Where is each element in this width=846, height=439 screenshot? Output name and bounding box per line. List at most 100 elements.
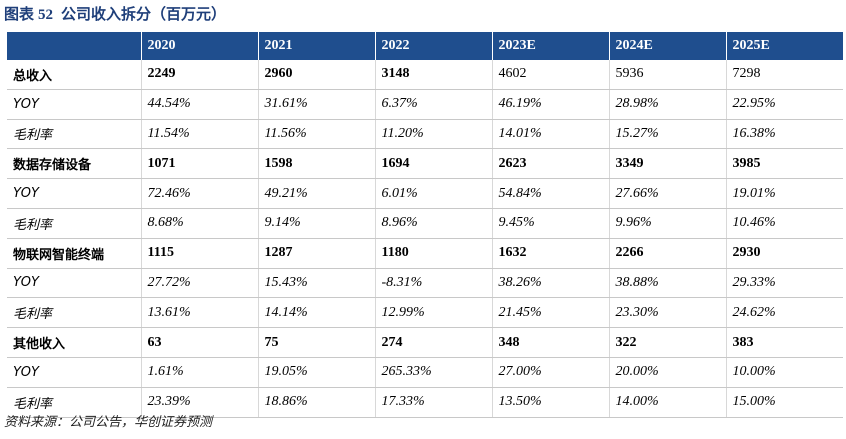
- table-cell: 6.01%: [374, 178, 492, 209]
- table-cell: 18.86%: [257, 387, 375, 418]
- table-cell: 11.54%: [140, 119, 258, 150]
- table-cell: 14.14%: [257, 297, 375, 329]
- table-header-row: 2020 2021 2022 2023E 2024E 2025E: [7, 32, 843, 60]
- table-cell: 265.33%: [374, 357, 492, 388]
- table-cell: 10.00%: [725, 357, 843, 388]
- table-cell: 15.00%: [725, 387, 843, 418]
- table-cell: 11.20%: [374, 119, 492, 150]
- table-cell: 15.27%: [608, 119, 726, 150]
- row-label: 总收入: [7, 60, 141, 90]
- table-row: 毛利率 8.68% 9.14% 8.96% 9.45% 9.96% 10.46%: [7, 208, 843, 239]
- table-cell: 1180: [374, 238, 492, 269]
- table-row: 毛利率 13.61% 14.14% 12.99% 21.45% 23.30% 24.62%: [7, 297, 843, 329]
- table-cell: 54.84%: [491, 178, 609, 209]
- table-cell: 1598: [257, 148, 375, 180]
- table-cell: 23.39%: [140, 387, 258, 418]
- table-cell: 3148: [374, 60, 492, 90]
- row-label: 数据存储设备: [7, 148, 141, 180]
- row-label: YOY: [7, 268, 141, 299]
- table-cell: 1632: [491, 238, 609, 269]
- row-label: 毛利率: [7, 119, 141, 150]
- table-cell: 9.14%: [257, 208, 375, 239]
- table-cell: 1071: [140, 148, 258, 180]
- header-cell: 2025E: [726, 32, 843, 60]
- table-row: 总收入 2249 2960 3148 4602 5936 7298: [7, 60, 843, 90]
- table-cell: 75: [257, 327, 375, 358]
- table-row: 物联网智能终端 1115 1287 1180 1632 2266 2930: [7, 238, 843, 269]
- row-label: 毛利率: [7, 297, 141, 329]
- figure-caption: 公司收入拆分（百万元）: [61, 7, 227, 23]
- table-cell: 12.99%: [374, 297, 492, 329]
- table-cell: 274: [374, 327, 492, 358]
- table-cell: 8.96%: [374, 208, 492, 239]
- table-cell: 13.50%: [491, 387, 609, 418]
- table-cell: -8.31%: [374, 268, 492, 299]
- header-cell: 2022: [375, 32, 493, 60]
- table-row: YOY 44.54% 31.61% 6.37% 46.19% 28.98% 22.95%: [7, 89, 843, 120]
- table-cell: 31.61%: [257, 89, 375, 120]
- table-row: 毛利率 23.39% 18.86% 17.33% 13.50% 14.00% 15.00%: [7, 387, 843, 418]
- table-cell: 29.33%: [725, 268, 843, 299]
- header-cell: [7, 32, 142, 60]
- table-cell: 9.96%: [608, 208, 726, 239]
- table-cell: 10.46%: [725, 208, 843, 239]
- table-cell: 13.61%: [140, 297, 258, 329]
- table-cell: 9.45%: [491, 208, 609, 239]
- table-cell: 5936: [608, 60, 726, 90]
- table-cell: 23.30%: [608, 297, 726, 329]
- table-cell: 15.43%: [257, 268, 375, 299]
- table-cell: 27.00%: [491, 357, 609, 388]
- figure-number: 52: [38, 7, 54, 23]
- row-label: YOY: [7, 89, 141, 120]
- table-row: 其他收入 63 75 274 348 322 383: [7, 327, 843, 358]
- table-row: YOY 1.61% 19.05% 265.33% 27.00% 20.00% 10.00%: [7, 357, 843, 388]
- table-row: YOY 72.46% 49.21% 6.01% 54.84% 27.66% 19.01%: [7, 178, 843, 209]
- table-cell: 3349: [608, 148, 726, 180]
- header-cell: 2021: [258, 32, 376, 60]
- table-row: 毛利率 11.54% 11.56% 11.20% 14.01% 15.27% 16.38%: [7, 119, 843, 150]
- table-cell: 16.38%: [725, 119, 843, 150]
- table-cell: 348: [491, 327, 609, 358]
- table-cell: 14.00%: [608, 387, 726, 418]
- table-cell: 20.00%: [608, 357, 726, 388]
- table-cell: 28.98%: [608, 89, 726, 120]
- table-cell: 8.68%: [140, 208, 258, 239]
- table-cell: 2266: [608, 238, 726, 269]
- table-cell: 72.46%: [140, 178, 258, 209]
- table-cell: 322: [608, 327, 726, 358]
- table-cell: 1287: [257, 238, 375, 269]
- table-cell: 24.62%: [725, 297, 843, 329]
- figure-title: 图表 52 公司收入拆分（百万元）: [4, 4, 226, 26]
- table-cell: 1694: [374, 148, 492, 180]
- table-row: 数据存储设备 1071 1598 1694 2623 3349 3985: [7, 148, 843, 180]
- table-cell: 2960: [257, 60, 375, 90]
- table-cell: 7298: [725, 60, 843, 90]
- table-cell: 19.01%: [725, 178, 843, 209]
- table-cell: 27.72%: [140, 268, 258, 299]
- table-cell: 11.56%: [257, 119, 375, 150]
- table-cell: 46.19%: [491, 89, 609, 120]
- table-cell: 27.66%: [608, 178, 726, 209]
- table-cell: 4602: [491, 60, 609, 90]
- revenue-breakdown-table: 2020 2021 2022 2023E 2024E 2025E 总收入 2249…: [7, 32, 843, 418]
- table-cell: 19.05%: [257, 357, 375, 388]
- source-note: 资料来源：公司公告，华创证券预测: [4, 415, 213, 430]
- row-label: 毛利率: [7, 208, 141, 239]
- table-cell: 38.26%: [491, 268, 609, 299]
- header-cell: 2024E: [609, 32, 727, 60]
- row-label: 物联网智能终端: [7, 238, 141, 269]
- table-cell: 63: [140, 327, 258, 358]
- table-cell: 1115: [140, 238, 258, 269]
- row-label: YOY: [7, 357, 141, 388]
- table-cell: 44.54%: [140, 89, 258, 120]
- table-cell: 2930: [725, 238, 843, 269]
- header-cell: 2023E: [492, 32, 610, 60]
- table-cell: 22.95%: [725, 89, 843, 120]
- table-cell: 383: [725, 327, 843, 358]
- table-cell: 49.21%: [257, 178, 375, 209]
- table-cell: 1.61%: [140, 357, 258, 388]
- table-cell: 6.37%: [374, 89, 492, 120]
- table-cell: 38.88%: [608, 268, 726, 299]
- table-row: YOY 27.72% 15.43% -8.31% 38.26% 38.88% 29.33%: [7, 268, 843, 299]
- table-cell: 2249: [140, 60, 258, 90]
